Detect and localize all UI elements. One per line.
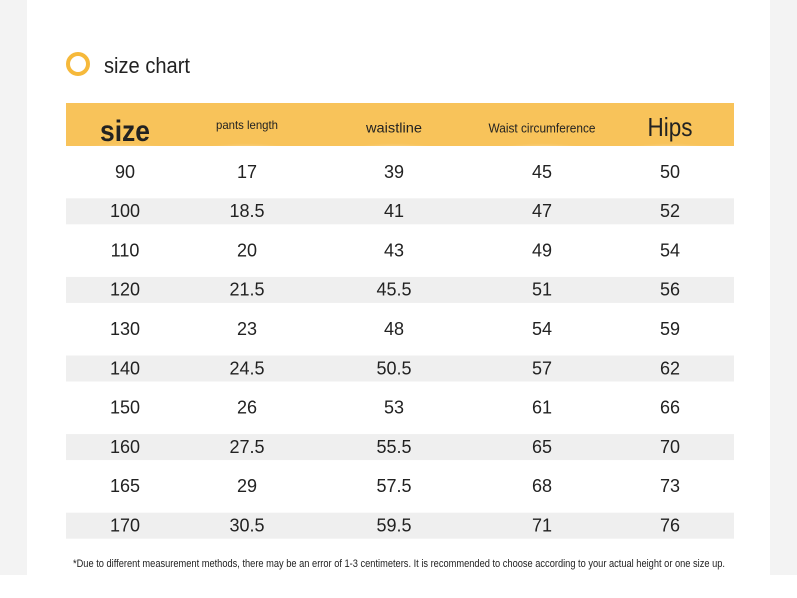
cell: 170	[110, 515, 140, 535]
cell: 39	[384, 162, 404, 182]
cell: 21.5	[229, 280, 264, 300]
footnote: *Due to different measurement methods, t…	[73, 558, 725, 570]
cell: 51	[532, 280, 552, 300]
cell: 110	[111, 240, 140, 260]
cell: 45.5	[376, 280, 411, 300]
cell: 43	[384, 240, 404, 260]
cell: 17	[237, 162, 257, 182]
cell: 49	[532, 240, 552, 260]
cell: 65	[532, 437, 552, 457]
cell: 73	[660, 476, 680, 496]
header-glow	[70, 132, 180, 160]
cell: 26	[237, 398, 257, 418]
cell: 62	[660, 358, 680, 378]
cell: 41	[384, 201, 404, 221]
cell: 57.5	[376, 476, 411, 496]
row-stripe	[66, 198, 734, 225]
cell: 18.5	[229, 201, 264, 221]
column-header: waistline	[365, 120, 422, 136]
header-glows	[70, 132, 725, 160]
column-header: Waist circumference	[489, 120, 596, 135]
cell: 76	[660, 515, 680, 535]
cell: 24.5	[229, 358, 264, 378]
header-glow	[339, 132, 449, 160]
cell: 59	[660, 319, 680, 339]
cell: 29	[237, 476, 257, 496]
column-header: Hips	[648, 112, 693, 142]
cell: 120	[110, 280, 140, 300]
cell: 30.5	[229, 515, 264, 535]
header-glow	[615, 132, 725, 160]
column-header: pants length	[216, 118, 278, 132]
cell: 90	[115, 162, 135, 182]
row-stripe	[66, 434, 734, 461]
row-stripe	[66, 355, 734, 382]
header-glow	[487, 132, 597, 160]
row-stripe	[66, 512, 734, 539]
cell: 70	[660, 437, 680, 457]
title: size chart	[104, 53, 190, 78]
cell: 53	[384, 398, 404, 418]
cell: 50	[660, 162, 680, 182]
table: size pants length waistline Waist circumfer…	[66, 112, 734, 539]
cell: 45	[532, 162, 552, 182]
cell: 150	[110, 398, 140, 418]
cell: 55.5	[376, 437, 411, 457]
cell: 50.5	[376, 358, 411, 378]
cell: 66	[660, 398, 680, 418]
header-glow	[192, 132, 302, 160]
cell: 27.5	[229, 437, 264, 457]
column-header: size	[100, 115, 150, 148]
cell: 61	[532, 398, 552, 418]
cell: 54	[532, 319, 552, 339]
cell: 48	[384, 319, 404, 339]
cell: 56	[660, 280, 680, 300]
cell: 165	[110, 476, 140, 496]
title-icon	[66, 52, 90, 76]
cell: 68	[532, 476, 552, 496]
cell: 130	[110, 319, 140, 339]
cell: 71	[532, 515, 552, 535]
cell: 23	[237, 319, 257, 339]
cell: 59.5	[376, 515, 411, 535]
cell: 140	[110, 358, 140, 378]
cell: 100	[110, 201, 140, 221]
row-stripe	[66, 276, 734, 303]
cell: 54	[660, 240, 680, 260]
cell: 52	[660, 201, 680, 221]
cell: 20	[237, 240, 257, 260]
cell: 160	[110, 437, 140, 457]
cell: 57	[532, 358, 552, 378]
cell: 47	[532, 201, 552, 221]
